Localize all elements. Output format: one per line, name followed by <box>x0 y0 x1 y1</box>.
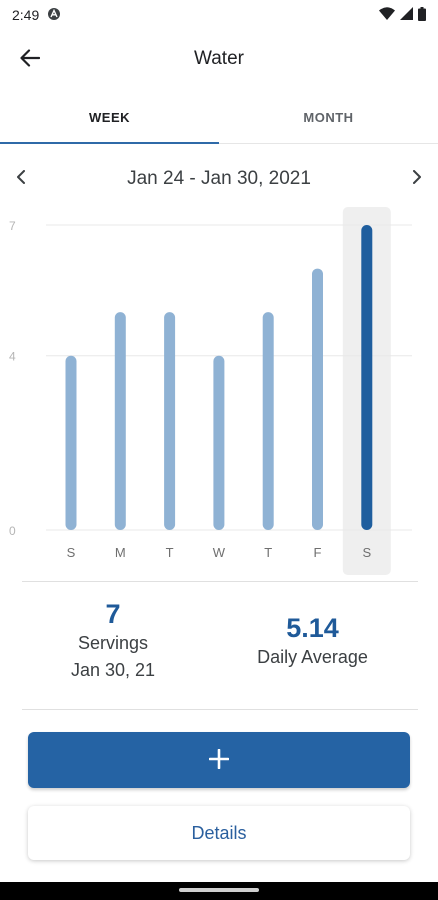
servings-value: 7 <box>105 599 121 629</box>
wifi-icon <box>379 6 395 24</box>
plus-icon <box>208 748 230 772</box>
daily-average-stat: 5.14 Daily Average <box>225 612 400 671</box>
servings-stat: 7 Servings Jan 30, 21 <box>28 598 198 684</box>
date-range-label: Jan 24 - Jan 30, 2021 <box>127 168 311 189</box>
chevron-right-icon <box>412 169 422 189</box>
chart-bar[interactable] <box>312 268 323 530</box>
system-navigation-bar <box>0 882 438 900</box>
previous-week-button[interactable] <box>6 164 36 194</box>
chart-bar[interactable] <box>164 312 176 530</box>
servings-bar-chart: 0 4 7 S M T W T F S <box>9 207 412 575</box>
app-bar: Water <box>0 30 438 88</box>
divider <box>22 581 418 582</box>
x-tick-label: T <box>264 545 272 560</box>
servings-label: Servings <box>77 633 149 653</box>
tab-month[interactable]: MONTH <box>303 110 354 125</box>
chart-bar[interactable] <box>65 355 77 530</box>
daily-average-value: 5.14 <box>286 613 339 643</box>
arrow-left-icon <box>20 48 41 72</box>
tab-week[interactable]: WEEK <box>0 92 219 144</box>
y-tick-label: 7 <box>9 219 16 233</box>
chart-bar[interactable] <box>361 225 373 530</box>
x-tick-label: S <box>67 545 76 560</box>
x-tick-label: T <box>166 545 174 560</box>
app-notification-icon <box>47 7 61 24</box>
chart-bar[interactable] <box>262 312 274 530</box>
stats-summary: 7 Servings Jan 30, 21 5.14 Daily Average <box>0 590 438 700</box>
x-tick-label: M <box>115 545 126 560</box>
cellular-signal-icon <box>400 7 413 23</box>
y-tick-label: 0 <box>9 524 16 538</box>
period-tabs: WEEK MONTH <box>0 92 438 144</box>
servings-chart: 0 4 7 S M T W T F S <box>0 205 438 580</box>
home-indicator[interactable] <box>179 888 259 892</box>
status-time: 2:49 <box>12 7 40 23</box>
page-title: Water <box>194 48 244 69</box>
date-range-navigator: Jan 24 - Jan 30, 2021 <box>0 160 438 198</box>
battery-icon <box>418 6 426 24</box>
x-tick-label: S <box>362 545 371 560</box>
x-tick-label: F <box>314 545 322 560</box>
back-button[interactable] <box>14 44 46 76</box>
add-serving-button[interactable] <box>28 732 410 788</box>
chart-bar[interactable] <box>213 355 225 530</box>
status-icons <box>379 6 426 24</box>
daily-average-label: Daily Average <box>257 647 368 667</box>
next-week-button[interactable] <box>402 164 432 194</box>
divider <box>22 709 418 710</box>
chart-bar[interactable] <box>114 312 126 530</box>
servings-date: Jan 30, 21 <box>70 660 156 680</box>
status-bar: 2:49 <box>0 0 438 30</box>
x-tick-label: W <box>213 545 226 560</box>
chevron-left-icon <box>16 169 26 189</box>
details-button[interactable]: Details <box>28 806 410 860</box>
y-tick-label: 4 <box>9 350 16 364</box>
